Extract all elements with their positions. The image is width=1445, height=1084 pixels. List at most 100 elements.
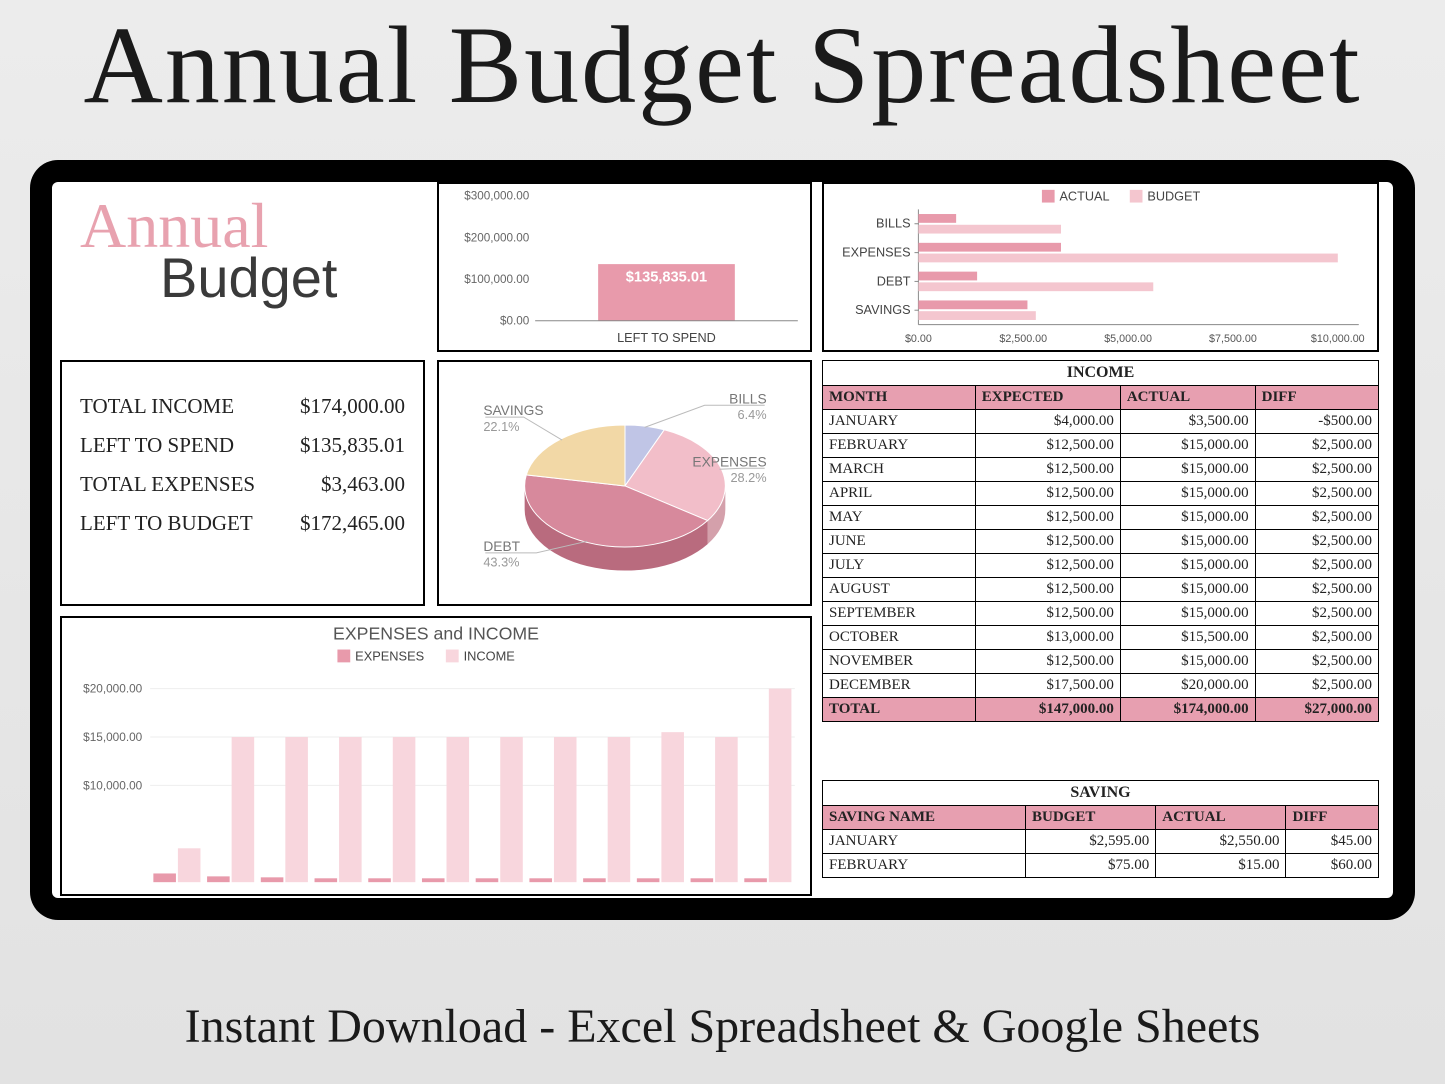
summary-box: TOTAL INCOME$174,000.00LEFT TO SPEND$135… — [60, 360, 425, 606]
svg-text:BUDGET: BUDGET — [1147, 190, 1200, 204]
table-total-row: TOTAL$147,000.00$174,000.00$27,000.00 — [823, 698, 1379, 722]
svg-text:$7,500.00: $7,500.00 — [1209, 333, 1257, 345]
table-cell: MARCH — [823, 458, 976, 482]
expenses-income-chart: EXPENSES and INCOMEEXPENSESINCOME$10,000… — [60, 616, 812, 896]
summary-row: LEFT TO SPEND $135,835.01 — [80, 433, 405, 458]
table-cell: $2,500.00 — [1255, 482, 1378, 506]
svg-text:$200,000.00: $200,000.00 — [464, 231, 530, 244]
table-row: MAY$12,500.00$15,000.00$2,500.00 — [823, 506, 1379, 530]
svg-text:EXPENSES: EXPENSES — [842, 246, 910, 260]
table-col-header: DIFF — [1286, 806, 1379, 830]
table-row: JANUARY$4,000.00$3,500.00-$500.00 — [823, 410, 1379, 434]
summary-value: $135,835.01 — [300, 433, 405, 458]
table-row: NOVEMBER$12,500.00$15,000.00$2,500.00 — [823, 650, 1379, 674]
table-cell: $2,500.00 — [1255, 434, 1378, 458]
table-row: FEBRUARY$12,500.00$15,000.00$2,500.00 — [823, 434, 1379, 458]
table-cell: $15,500.00 — [1120, 626, 1255, 650]
pie-chart: BILLS6.4%EXPENSES28.2%DEBT43.3%SAVINGS22… — [437, 360, 812, 606]
summary-row: TOTAL EXPENSES$3,463.00 — [80, 472, 405, 497]
table-cell: AUGUST — [823, 578, 976, 602]
logo-block: Annual Budget — [60, 182, 425, 352]
table-col-header: SAVING NAME — [823, 806, 1026, 830]
logo-sub: Budget — [160, 245, 409, 310]
table-cell: $15,000.00 — [1120, 482, 1255, 506]
svg-text:ACTUAL: ACTUAL — [1059, 190, 1109, 204]
table-cell: JUNE — [823, 530, 976, 554]
svg-text:DEBT: DEBT — [877, 274, 911, 288]
table-cell: $147,000.00 — [975, 698, 1120, 722]
svg-text:SAVINGS: SAVINGS — [483, 403, 543, 418]
svg-text:LEFT TO SPEND: LEFT TO SPEND — [617, 331, 716, 345]
table-cell: FEBRUARY — [823, 854, 1026, 878]
svg-text:$15,000.00: $15,000.00 — [83, 730, 143, 744]
svg-text:INCOME: INCOME — [464, 648, 515, 663]
table-cell: $2,500.00 — [1255, 578, 1378, 602]
table-row: APRIL$12,500.00$15,000.00$2,500.00 — [823, 482, 1379, 506]
income-table: INCOMEMONTHEXPECTEDACTUALDIFFJANUARY$4,0… — [822, 360, 1379, 722]
svg-text:$10,000.00: $10,000.00 — [83, 778, 143, 792]
table-row: JULY$12,500.00$15,000.00$2,500.00 — [823, 554, 1379, 578]
table-cell: $2,595.00 — [1025, 830, 1155, 854]
table-cell: $2,500.00 — [1255, 506, 1378, 530]
table-cell: $27,000.00 — [1255, 698, 1378, 722]
svg-text:$300,000.00: $300,000.00 — [464, 190, 530, 203]
tablet-frame: Annual Budget TOTAL INCOME $174,000.00 LEF… — [30, 160, 1415, 920]
table-title: INCOME — [823, 361, 1379, 386]
table-cell: $2,500.00 — [1255, 626, 1378, 650]
table-cell: $12,500.00 — [975, 458, 1120, 482]
svg-text:22.1%: 22.1% — [483, 419, 519, 434]
table-cell: $15,000.00 — [1120, 458, 1255, 482]
saving-table: SAVINGSAVING NAMEBUDGETACTUALDIFFJANUARY… — [822, 780, 1379, 878]
table-row: SEPTEMBER$12,500.00$15,000.00$2,500.00 — [823, 602, 1379, 626]
table-col-header: ACTUAL — [1156, 806, 1286, 830]
table-col-header: DIFF — [1255, 386, 1378, 410]
svg-text:$135,835.01: $135,835.01 — [626, 270, 707, 286]
svg-text:$5,000.00: $5,000.00 — [1104, 333, 1152, 345]
table-cell: JANUARY — [823, 410, 976, 434]
table-cell: $15,000.00 — [1120, 602, 1255, 626]
table-cell: TOTAL — [823, 698, 976, 722]
svg-text:DEBT: DEBT — [483, 539, 520, 554]
summary-label: LEFT TO BUDGET — [80, 511, 253, 536]
table-col-header: MONTH — [823, 386, 976, 410]
table-cell: $17,500.00 — [975, 674, 1120, 698]
svg-text:$10,000.00: $10,000.00 — [1311, 333, 1365, 345]
summary-label: TOTAL EXPENSES — [80, 472, 255, 497]
table-cell: $15,000.00 — [1120, 434, 1255, 458]
summary-label: LEFT TO SPEND — [80, 433, 234, 458]
table-title: SAVING — [823, 781, 1379, 806]
svg-text:$0.00: $0.00 — [500, 315, 530, 328]
saving-table-el: SAVINGSAVING NAMEBUDGETACTUALDIFFJANUARY… — [822, 780, 1379, 878]
table-cell: DECEMBER — [823, 674, 976, 698]
table-cell: $2,500.00 — [1255, 530, 1378, 554]
left-to-spend-chart: $0.00$100,000.00$200,000.00$300,000.00$1… — [437, 182, 812, 352]
table-col-header: EXPECTED — [975, 386, 1120, 410]
table-row: JANUARY$2,595.00$2,550.00$45.00 — [823, 830, 1379, 854]
table-cell: $15.00 — [1156, 854, 1286, 878]
svg-text:EXPENSES and INCOME: EXPENSES and INCOME — [333, 624, 539, 644]
table-row: OCTOBER$13,000.00$15,500.00$2,500.00 — [823, 626, 1379, 650]
table-cell: $12,500.00 — [975, 554, 1120, 578]
table-row: JUNE$12,500.00$15,000.00$2,500.00 — [823, 530, 1379, 554]
table-cell: $20,000.00 — [1120, 674, 1255, 698]
table-cell: $2,500.00 — [1255, 674, 1378, 698]
table-cell: $2,550.00 — [1156, 830, 1286, 854]
table-cell: $13,000.00 — [975, 626, 1120, 650]
table-row: FEBRUARY$75.00$15.00$60.00 — [823, 854, 1379, 878]
svg-text:$20,000.00: $20,000.00 — [83, 682, 143, 696]
table-cell: SEPTEMBER — [823, 602, 976, 626]
table-cell: $2,500.00 — [1255, 554, 1378, 578]
table-row: MARCH$12,500.00$15,000.00$2,500.00 — [823, 458, 1379, 482]
table-cell: $15,000.00 — [1120, 554, 1255, 578]
svg-text:6.4%: 6.4% — [738, 407, 767, 422]
svg-text:EXPENSES: EXPENSES — [692, 454, 766, 469]
table-cell: $15,000.00 — [1120, 530, 1255, 554]
table-cell: $15,000.00 — [1120, 578, 1255, 602]
table-cell: $12,500.00 — [975, 434, 1120, 458]
table-cell: $12,500.00 — [975, 530, 1120, 554]
summary-value: $174,000.00 — [300, 394, 405, 419]
table-cell: $4,000.00 — [975, 410, 1120, 434]
summary-row: LEFT TO BUDGET$172,465.00 — [80, 511, 405, 536]
svg-text:SAVINGS: SAVINGS — [855, 303, 910, 317]
actual-vs-budget-chart: ACTUALBUDGET$0.00$2,500.00$5,000.00$7,50… — [822, 182, 1379, 352]
